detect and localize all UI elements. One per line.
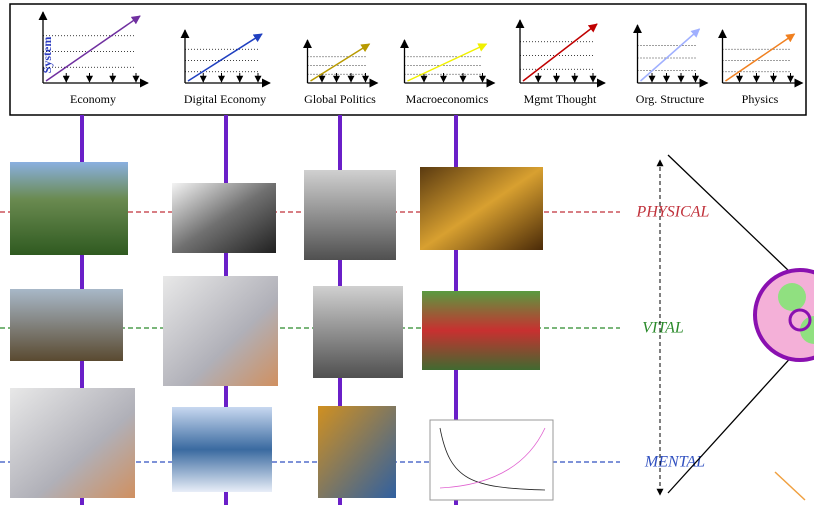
trend-arrow <box>640 28 701 82</box>
trend-arrow <box>187 33 263 82</box>
chart-label: Digital Economy <box>184 92 266 106</box>
mini-chart: Physics <box>717 29 804 106</box>
system-panel <box>9 3 807 116</box>
chart-label: Physics <box>742 92 779 106</box>
level-label: PHYSICAL <box>636 204 710 221</box>
trend-arrow <box>407 43 488 82</box>
system-label: System <box>40 37 54 74</box>
images <box>10 162 554 501</box>
chart-label: Macroeconomics <box>406 92 489 106</box>
chart-label: Economy <box>70 92 116 106</box>
mini-chart: Org. Structure <box>632 24 709 106</box>
mini-chart: Macroeconomics <box>399 39 496 106</box>
level-label: VITAL <box>642 320 684 337</box>
mini-charts: Economy Digital Economy Global Politics Mac… <box>38 11 804 106</box>
mini-chart: Global Politics <box>302 39 379 106</box>
mini-chart: Economy <box>38 11 149 106</box>
trend-arrow <box>725 33 796 82</box>
mini-chart: Mgmt Thought <box>515 19 606 106</box>
mini-chart: Digital Economy <box>180 29 271 106</box>
trend-arrow <box>45 15 141 82</box>
trend-arrow <box>522 23 598 82</box>
chart-label: Org. Structure <box>636 92 704 106</box>
chart-label: Mgmt Thought <box>524 92 597 106</box>
convergence <box>656 154 814 501</box>
trend-arrow <box>310 43 371 82</box>
chart-label: Global Politics <box>304 92 376 106</box>
